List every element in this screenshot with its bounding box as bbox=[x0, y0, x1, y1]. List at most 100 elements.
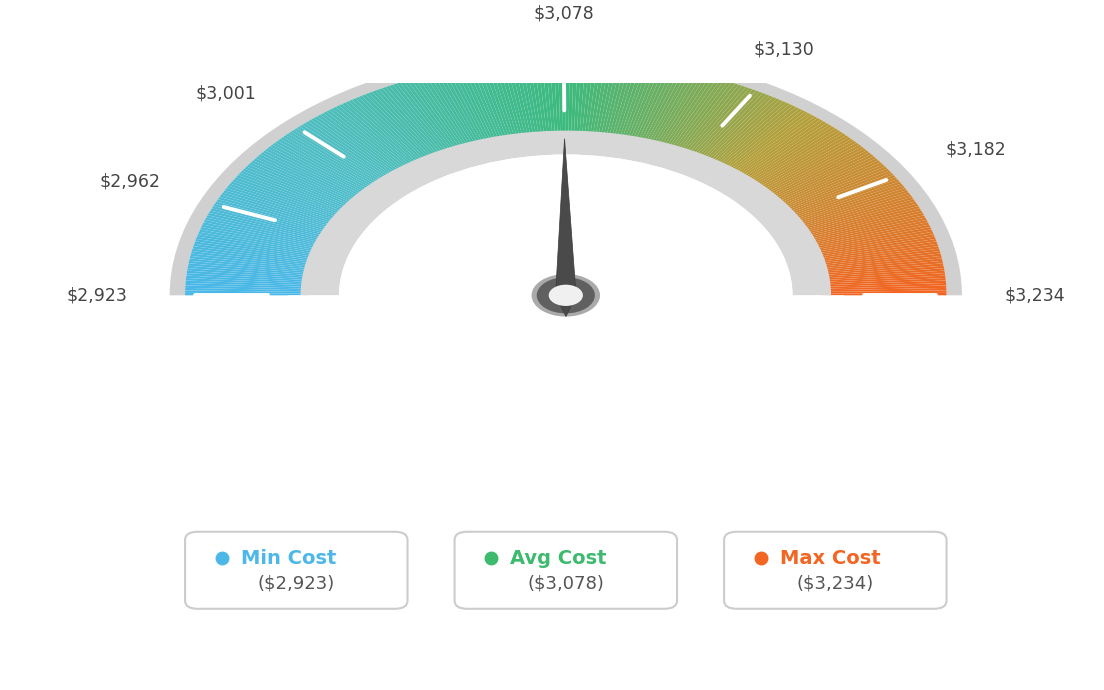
Wedge shape bbox=[814, 234, 935, 256]
Wedge shape bbox=[680, 83, 739, 153]
Wedge shape bbox=[185, 278, 310, 285]
Wedge shape bbox=[799, 197, 914, 230]
Wedge shape bbox=[530, 60, 544, 137]
Wedge shape bbox=[198, 232, 319, 254]
Wedge shape bbox=[190, 253, 314, 268]
Wedge shape bbox=[332, 107, 411, 169]
Wedge shape bbox=[482, 64, 512, 140]
Wedge shape bbox=[308, 119, 394, 178]
Wedge shape bbox=[712, 101, 786, 166]
Wedge shape bbox=[396, 83, 454, 152]
Wedge shape bbox=[721, 107, 799, 169]
Wedge shape bbox=[510, 61, 531, 137]
Wedge shape bbox=[216, 199, 331, 232]
Wedge shape bbox=[593, 60, 609, 137]
Wedge shape bbox=[194, 241, 316, 261]
Wedge shape bbox=[220, 195, 333, 229]
Wedge shape bbox=[795, 188, 906, 224]
Wedge shape bbox=[185, 280, 309, 287]
Wedge shape bbox=[730, 113, 811, 174]
Wedge shape bbox=[719, 106, 796, 168]
Wedge shape bbox=[170, 49, 962, 295]
Wedge shape bbox=[822, 286, 946, 290]
Circle shape bbox=[549, 285, 583, 306]
Wedge shape bbox=[576, 59, 586, 136]
Wedge shape bbox=[267, 146, 367, 197]
Wedge shape bbox=[776, 160, 881, 206]
Wedge shape bbox=[675, 81, 732, 152]
Wedge shape bbox=[779, 164, 885, 208]
Wedge shape bbox=[526, 60, 542, 137]
Wedge shape bbox=[768, 150, 869, 199]
Wedge shape bbox=[269, 145, 368, 195]
Wedge shape bbox=[765, 146, 864, 197]
Wedge shape bbox=[794, 186, 905, 223]
Wedge shape bbox=[614, 63, 641, 139]
Wedge shape bbox=[662, 77, 713, 148]
Wedge shape bbox=[257, 155, 360, 201]
Wedge shape bbox=[822, 288, 946, 292]
FancyBboxPatch shape bbox=[185, 532, 407, 609]
Wedge shape bbox=[582, 59, 594, 137]
Wedge shape bbox=[355, 97, 426, 163]
Wedge shape bbox=[645, 70, 688, 144]
Wedge shape bbox=[821, 278, 946, 285]
Wedge shape bbox=[725, 110, 806, 171]
Wedge shape bbox=[701, 95, 769, 161]
Wedge shape bbox=[464, 67, 499, 142]
Wedge shape bbox=[232, 179, 342, 219]
Text: $3,182: $3,182 bbox=[945, 141, 1007, 159]
Wedge shape bbox=[670, 79, 724, 150]
FancyBboxPatch shape bbox=[455, 532, 677, 609]
Wedge shape bbox=[580, 59, 590, 136]
Wedge shape bbox=[507, 61, 529, 138]
Text: $3,130: $3,130 bbox=[754, 41, 815, 59]
Wedge shape bbox=[565, 59, 570, 136]
Wedge shape bbox=[774, 157, 877, 203]
Wedge shape bbox=[234, 177, 343, 217]
Wedge shape bbox=[619, 64, 649, 140]
Wedge shape bbox=[522, 60, 539, 137]
Wedge shape bbox=[705, 97, 776, 163]
Wedge shape bbox=[818, 253, 942, 268]
Wedge shape bbox=[643, 70, 683, 144]
Wedge shape bbox=[514, 61, 533, 137]
Wedge shape bbox=[280, 137, 375, 190]
Wedge shape bbox=[574, 59, 582, 136]
Wedge shape bbox=[590, 60, 606, 137]
Wedge shape bbox=[629, 66, 665, 141]
Wedge shape bbox=[690, 88, 753, 157]
Wedge shape bbox=[692, 89, 756, 157]
Wedge shape bbox=[244, 166, 351, 210]
Wedge shape bbox=[612, 63, 637, 139]
Wedge shape bbox=[518, 61, 537, 137]
Wedge shape bbox=[703, 96, 773, 161]
Wedge shape bbox=[400, 81, 457, 152]
Wedge shape bbox=[790, 181, 901, 220]
Wedge shape bbox=[800, 199, 915, 232]
Wedge shape bbox=[202, 222, 321, 248]
Wedge shape bbox=[606, 62, 629, 138]
Wedge shape bbox=[213, 204, 329, 235]
Wedge shape bbox=[359, 96, 428, 161]
Wedge shape bbox=[625, 65, 657, 141]
Wedge shape bbox=[471, 66, 505, 141]
Wedge shape bbox=[201, 225, 321, 249]
Wedge shape bbox=[778, 162, 883, 207]
Wedge shape bbox=[225, 188, 337, 224]
Wedge shape bbox=[732, 115, 815, 175]
Wedge shape bbox=[204, 220, 322, 246]
Wedge shape bbox=[750, 130, 840, 185]
Wedge shape bbox=[758, 139, 854, 191]
Text: Max Cost: Max Cost bbox=[779, 549, 880, 568]
Wedge shape bbox=[775, 159, 879, 204]
Wedge shape bbox=[223, 190, 336, 226]
Wedge shape bbox=[652, 73, 699, 146]
Wedge shape bbox=[248, 162, 353, 207]
Wedge shape bbox=[534, 59, 546, 137]
Wedge shape bbox=[185, 293, 309, 295]
Wedge shape bbox=[819, 256, 942, 270]
Wedge shape bbox=[329, 108, 408, 170]
Wedge shape bbox=[821, 273, 945, 282]
Wedge shape bbox=[487, 63, 516, 139]
